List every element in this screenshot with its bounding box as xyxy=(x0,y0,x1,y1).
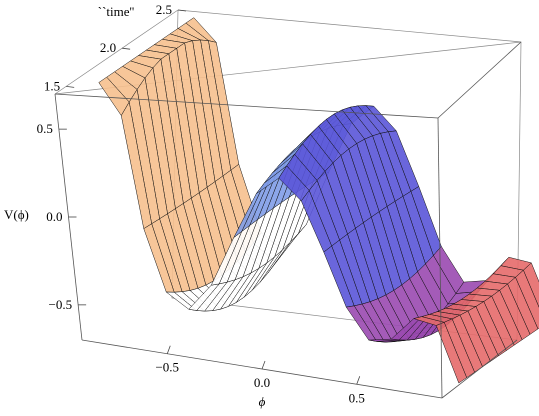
z-tick-label: −0.5 xyxy=(49,297,73,312)
x-tick-label: 0.0 xyxy=(254,375,270,390)
x-tick-label: 0.5 xyxy=(349,390,365,405)
y-tick xyxy=(177,9,187,12)
z-axis-label: V(ϕ) xyxy=(4,207,29,222)
potential-axis: 0.5 0.0 −0.5 xyxy=(37,121,87,312)
z-tick-label: 0.0 xyxy=(46,209,62,224)
surface-layer xyxy=(98,17,539,384)
x-tick xyxy=(356,376,361,385)
x-tick xyxy=(166,345,171,354)
x-tick-label: −0.5 xyxy=(155,360,179,375)
z-tick-label: 0.5 xyxy=(37,121,53,136)
y-tick-label: 1.5 xyxy=(44,78,60,93)
time-axis: 1.5 2.0 2.5 xyxy=(44,2,187,93)
y-tick xyxy=(66,85,75,88)
x-axis-label: ϕ xyxy=(259,394,266,409)
y-tick-label: 2.0 xyxy=(100,40,116,55)
y-tick-label: 2.5 xyxy=(156,2,172,17)
y-tick xyxy=(122,47,131,50)
x-tick xyxy=(261,360,266,370)
phi-axis: −0.5 0.0 0.5 xyxy=(155,345,365,405)
y-axis-label: ``time'' xyxy=(98,4,134,19)
surface-patch xyxy=(435,321,468,384)
